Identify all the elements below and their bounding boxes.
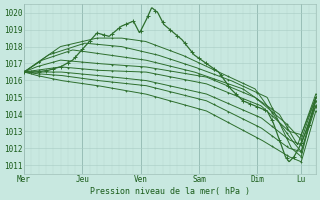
X-axis label: Pression niveau de la mer( hPa ): Pression niveau de la mer( hPa ) xyxy=(90,187,250,196)
